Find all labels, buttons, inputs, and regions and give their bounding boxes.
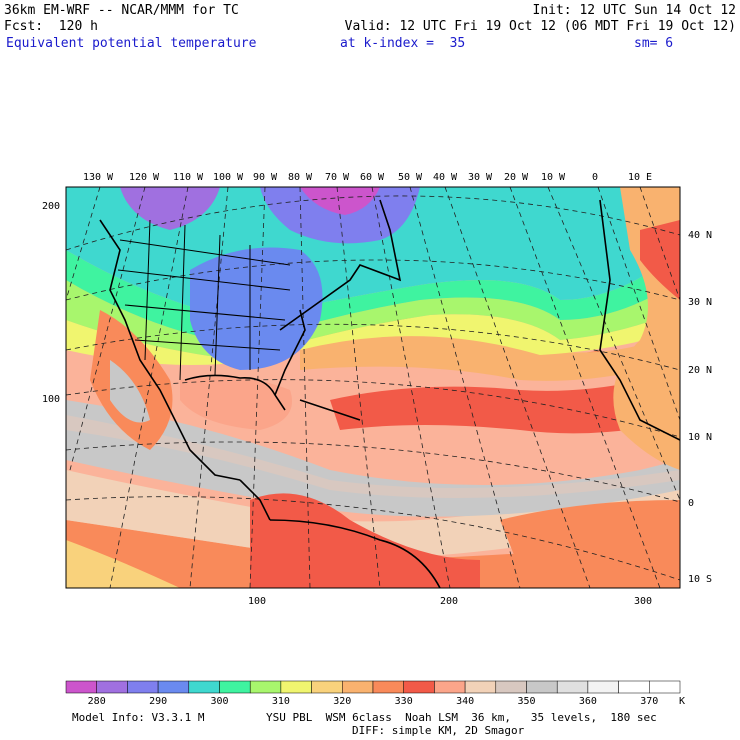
- level-info: at k-index = 35: [340, 36, 466, 51]
- colorbar-swatch: [188, 680, 220, 694]
- grid-y-label: 200: [42, 201, 60, 212]
- longitude-label: 100 W: [213, 172, 244, 183]
- colorbar-label: 300: [210, 696, 228, 707]
- colorbar: 280 290 300 310 320 330 340 350 360 370 K: [65, 680, 685, 707]
- longitude-label: 110 W: [173, 172, 204, 183]
- colorbar-unit: K: [679, 696, 685, 707]
- grid-y-labels: 200 100: [42, 201, 60, 405]
- graticule: [66, 187, 680, 588]
- latitude-label: 10 S: [688, 574, 712, 585]
- model-info: Model Info: V3.3.1 M: [72, 711, 205, 724]
- state-borders: [117, 219, 291, 381]
- physics-info: YSU PBL WSM 6class Noah LSM 36 km, 35 le…: [266, 711, 657, 724]
- colorbar-swatch: [127, 680, 159, 694]
- longitude-label: 10 E: [628, 172, 652, 183]
- colorbar-swatch: [434, 680, 466, 694]
- valid-time: Valid: 12 UTC Fri 19 Oct 12 (06 MDT Fri …: [344, 19, 736, 34]
- colorbar-swatch: [219, 680, 251, 694]
- colorbar-label: 360: [579, 696, 597, 707]
- longitude-label: 130 W: [83, 172, 114, 183]
- longitude-label: 40 W: [433, 172, 458, 183]
- colorbar-label: 280: [88, 696, 106, 707]
- longitude-label: 90 W: [253, 172, 278, 183]
- field-name: Equivalent potential temperature: [6, 36, 257, 51]
- colorbar-swatch: [526, 680, 558, 694]
- init-time: Init: 12 UTC Sun 14 Oct 12: [532, 3, 737, 18]
- colorbar-swatch: [65, 680, 97, 694]
- colorbar-swatch: [618, 680, 650, 694]
- colorbar-swatch: [311, 680, 343, 694]
- longitude-label: 10 W: [541, 172, 566, 183]
- forecast-hour: Fcst: 120 h: [4, 19, 98, 34]
- latitude-label: 10 N: [688, 432, 712, 443]
- colorbar-swatch: [249, 680, 282, 694]
- colorbar-swatch: [556, 680, 589, 694]
- longitude-label: 0: [592, 172, 598, 183]
- latitude-label: 0: [688, 498, 694, 509]
- colorbar-label: 320: [333, 696, 351, 707]
- latitude-label: 40 N: [688, 230, 712, 241]
- grid-y-label: 100: [42, 394, 60, 405]
- colorbar-swatch: [403, 680, 435, 694]
- model-title: 36km EM-WRF -- NCAR/MMM for TC: [4, 3, 239, 18]
- colorbar-label: 370: [640, 696, 658, 707]
- colorbar-swatch: [96, 680, 128, 694]
- diffusion-info: DIFF: simple KM, 2D Smagor: [352, 724, 525, 737]
- colorbar-swatch: [649, 680, 681, 694]
- colorbar-swatch: [464, 680, 497, 694]
- grid-x-labels: 100 200 300: [248, 596, 652, 607]
- colorbar-label: 350: [517, 696, 535, 707]
- colorbar-swatch: [587, 680, 619, 694]
- longitude-label: 60 W: [360, 172, 385, 183]
- map-frame: [65, 186, 681, 589]
- smoothing-info: sm= 6: [634, 36, 674, 51]
- grid-x-label: 100: [248, 596, 266, 607]
- colorbar-swatch: [280, 680, 312, 694]
- grid-x-label: 300: [634, 596, 652, 607]
- longitude-label: 70 W: [325, 172, 350, 183]
- colorbar-swatch: [157, 680, 190, 694]
- longitude-labels: 130 W 120 W 110 W 100 W 90 W 80 W 70 W 60 W 50 W…: [83, 172, 652, 183]
- colorbar-swatch: [495, 680, 527, 694]
- colorbar-swatch: [372, 680, 404, 694]
- longitude-label: 50 W: [398, 172, 423, 183]
- longitude-label: 120 W: [129, 172, 160, 183]
- colorbar-label: 340: [456, 696, 474, 707]
- longitude-label: 20 W: [504, 172, 529, 183]
- colorbar-label: 290: [149, 696, 167, 707]
- latitude-labels: 40 N 30 N 20 N 10 N 0 10 S: [688, 230, 712, 585]
- colorbar-label: 310: [272, 696, 290, 707]
- longitude-label: 30 W: [468, 172, 493, 183]
- latitude-label: 20 N: [688, 365, 712, 376]
- longitude-label: 80 W: [288, 172, 313, 183]
- grid-x-label: 200: [440, 596, 458, 607]
- latitude-label: 30 N: [688, 297, 712, 308]
- coastlines: [99, 199, 680, 588]
- colorbar-swatch: [342, 680, 374, 694]
- colorbar-label: 330: [395, 696, 413, 707]
